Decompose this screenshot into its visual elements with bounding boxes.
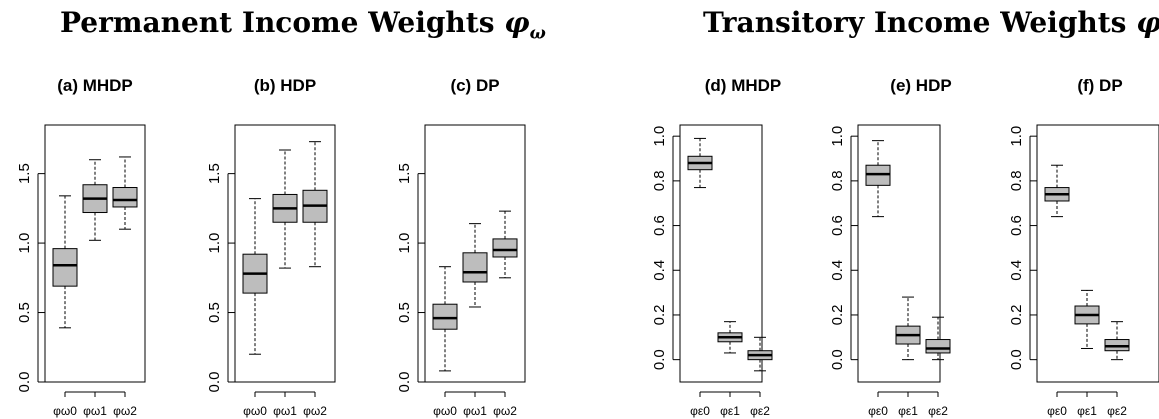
panel-5-ytick-label-2: 0.4 <box>829 260 846 281</box>
panel-3-ytick-label-2: 1.0 <box>396 233 413 254</box>
panel-a-title: (a) MHDP <box>57 76 133 95</box>
permanent-heading-subscript: ω <box>529 23 546 44</box>
panel-2-frame <box>234 124 336 383</box>
panel-6-frame <box>1036 124 1159 383</box>
panel-5-ytick-label-0: 0.0 <box>829 349 846 370</box>
permanent-income-heading: Permanent Income Weights φω <box>60 6 546 44</box>
panel-6-xtick-label-0: φε0 <box>1047 404 1067 418</box>
panel-2-xtick-label-1: φω1 <box>273 404 297 418</box>
transitory-heading-text: Transitory Income Weights <box>703 6 1127 39</box>
panel-3-box-3-iqr <box>492 238 518 258</box>
panel-1-ytick-label-0: 0.0 <box>16 372 33 393</box>
panel-4-frame <box>679 124 763 383</box>
panel-5-ytick-label-5: 1.0 <box>829 126 846 147</box>
panel-3-xtick-label-2: φω2 <box>493 404 517 418</box>
panel-2-ytick-label-3: 1.5 <box>206 163 223 184</box>
panel-6-ytick-label-0: 0.0 <box>1008 349 1025 370</box>
panel-6-xtick-label-1: φε1 <box>1077 404 1097 418</box>
panel-1-ytick-label-3: 1.5 <box>16 163 33 184</box>
panel-6-ytick-label-2: 0.4 <box>1008 260 1025 281</box>
panel-4-xtick-label-0: φε0 <box>690 404 710 418</box>
panel-6-xtick-label-2: φε2 <box>1107 404 1127 418</box>
panel-3-xtick-label-0: φω0 <box>433 404 457 418</box>
panel-4-ytick-label-1: 0.2 <box>651 305 668 326</box>
panel-6-ytick-label-4: 0.8 <box>1008 170 1025 191</box>
panel-3-box-2-iqr <box>462 252 488 283</box>
panel-3-ytick-label-0: 0.0 <box>396 372 413 393</box>
panel-2-xtick-label-2: φω2 <box>303 404 327 418</box>
panel-4-ytick-label-0: 0.0 <box>651 349 668 370</box>
panel-5-ytick-label-3: 0.6 <box>829 215 846 236</box>
panel-5-ytick-label-1: 0.2 <box>829 305 846 326</box>
transitory-heading-symbol: φ <box>1136 6 1159 39</box>
panel-1-xtick-label-1: φω1 <box>83 404 107 418</box>
panel-1-box-1-iqr <box>52 248 78 287</box>
panel-e-title: (e) HDP <box>890 76 952 95</box>
panel-5-box-3-iqr <box>925 339 951 354</box>
panel-5-ytick-label-4: 0.8 <box>829 170 846 191</box>
panel-2-ytick-label-1: 0.5 <box>206 302 223 323</box>
panel-d-title: (d) MHDP <box>704 76 782 95</box>
panel-6-ytick-label-5: 1.0 <box>1008 126 1025 147</box>
panel-2-ytick-label-2: 1.0 <box>206 233 223 254</box>
panel-1-box-3-iqr <box>112 187 138 208</box>
panel-f-title: (f) DP <box>1077 76 1123 95</box>
panel-1-xtick-label-0: φω0 <box>53 404 77 418</box>
panel-1-frame <box>44 124 146 383</box>
panel-2-ytick-label-0: 0.0 <box>206 372 223 393</box>
panel-5-xtick-label-1: φε1 <box>898 404 918 418</box>
panel-4-ytick-label-3: 0.6 <box>651 215 668 236</box>
panel-5-xtick-label-0: φε0 <box>868 404 888 418</box>
panel-6-ytick-label-3: 0.6 <box>1008 215 1025 236</box>
panel-3-xtick-label-1: φω1 <box>463 404 487 418</box>
panel-6-ytick-label-1: 0.2 <box>1008 305 1025 326</box>
panel-1-ytick-label-2: 1.0 <box>16 233 33 254</box>
permanent-heading-symbol: φ <box>504 6 530 39</box>
panel-4-xtick-label-1: φε1 <box>720 404 740 418</box>
panel-4-xtick-label-2: φε2 <box>750 404 770 418</box>
panel-5-xtick-label-2: φε2 <box>928 404 948 418</box>
panel-3-box-1-iqr <box>432 303 458 330</box>
panel-4-ytick-label-4: 0.8 <box>651 170 668 191</box>
panel-3-frame <box>424 124 526 383</box>
panel-2-xtick-label-0: φω0 <box>243 404 267 418</box>
panel-3-ytick-label-1: 0.5 <box>396 302 413 323</box>
panel-3-ytick-label-3: 1.5 <box>396 163 413 184</box>
panel-1-xtick-label-2: φω2 <box>113 404 137 418</box>
transitory-income-heading: Transitory Income Weights φϵ <box>703 6 1159 44</box>
panel-b-title: (b) HDP <box>253 76 317 95</box>
panel-5-frame <box>857 124 941 383</box>
panel-1-ytick-label-1: 0.5 <box>16 302 33 323</box>
panel-c-title: (c) DP <box>450 76 500 95</box>
panel-4-ytick-label-5: 1.0 <box>651 126 668 147</box>
permanent-heading-text: Permanent Income Weights <box>60 6 495 39</box>
panel-4-ytick-label-2: 0.4 <box>651 260 668 281</box>
